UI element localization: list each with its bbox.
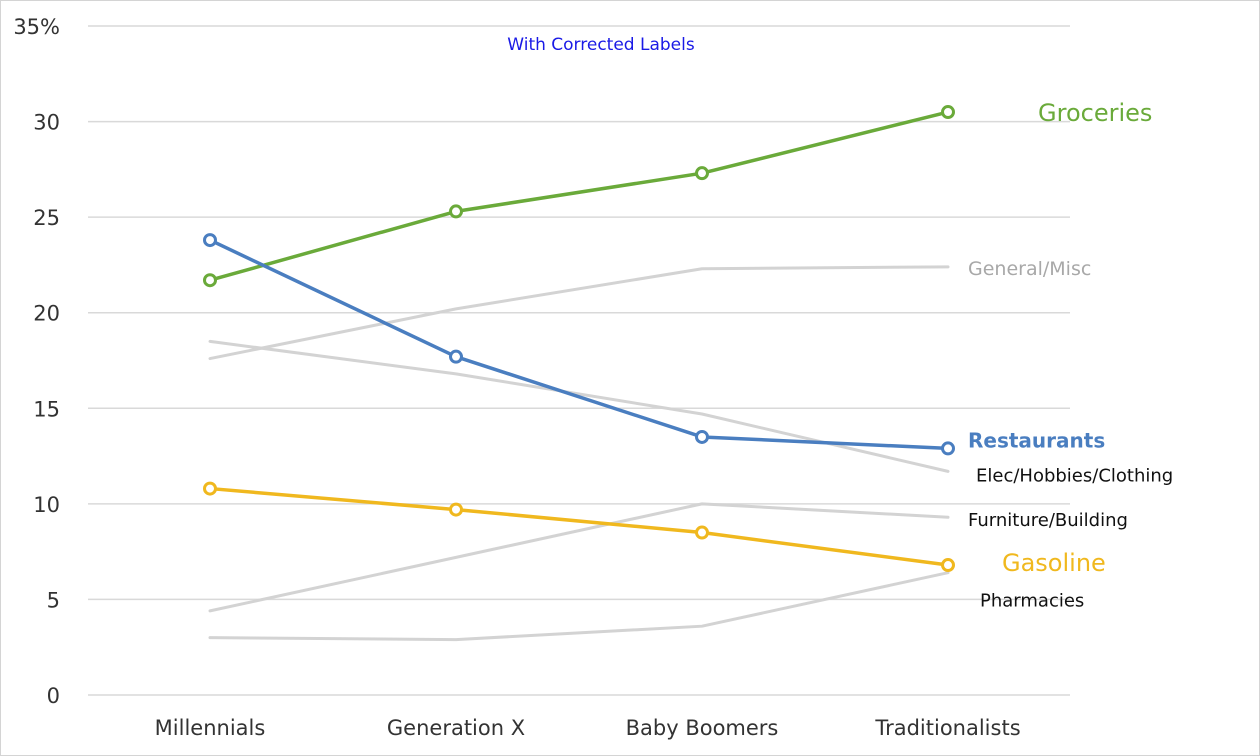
data-point-groceries [449,204,463,219]
y-tick-label: 35% [13,15,60,39]
series-line-pharmacies [208,571,950,642]
x-category-label: Traditionalists [874,716,1020,740]
data-point-gasoline [203,481,217,496]
series-labels: Groceries General/Misc Restaurants Elec/Hob… [968,99,1173,612]
series-label-pharmacies: Pharmacies [980,591,1084,612]
data-point-gasoline [695,525,709,540]
chart-annotation: With Corrected Labels [507,35,695,55]
series-label-gasoline: Gasoline [1002,549,1106,577]
y-tick-label: 15 [33,397,60,421]
y-tick-label: 0 [47,684,60,708]
series-line-restaurants [208,238,950,451]
data-point-restaurants [695,429,709,444]
series-line-elec-hobbies-clothing [208,339,950,473]
data-point-restaurants [449,349,463,364]
series-label-furniture-building: Furniture/Building [968,510,1128,531]
y-axis-ticks: 0 5 10 15 20 25 30 35% [13,15,60,708]
x-category-label: Generation X [387,716,525,740]
series-line-furniture-building [208,502,950,613]
data-point-groceries [203,273,217,288]
y-tick-label: 10 [33,493,60,517]
x-category-label: Millennials [155,716,266,740]
data-point-restaurants [203,233,217,248]
series-label-groceries: Groceries [1038,99,1152,127]
series-line-gasoline [208,486,950,567]
data-point-gasoline [449,502,463,517]
y-tick-label: 20 [33,302,60,326]
gridlines [88,25,1070,696]
y-tick-label: 25 [33,206,60,230]
series-label-restaurants: Restaurants [968,428,1105,452]
series-label-general-misc: General/Misc [968,258,1091,280]
data-point-gasoline [941,558,955,573]
series-label-elec-hobbies-clothing: Elec/Hobbies/Clothing [976,465,1173,486]
series-line-groceries [208,110,950,282]
highlight-series-lines [208,110,950,567]
series-points [203,105,955,573]
series-line-general-misc [208,265,950,361]
x-category-label: Baby Boomers [626,716,779,740]
data-point-restaurants [941,441,955,456]
secondary-series-lines [208,265,950,642]
data-point-groceries [941,105,955,120]
data-point-groceries [695,166,709,181]
x-axis-categories: Millennials Generation X Baby Boomers Tradi… [155,716,1021,740]
y-tick-label: 5 [47,588,60,612]
y-tick-label: 30 [33,111,60,135]
